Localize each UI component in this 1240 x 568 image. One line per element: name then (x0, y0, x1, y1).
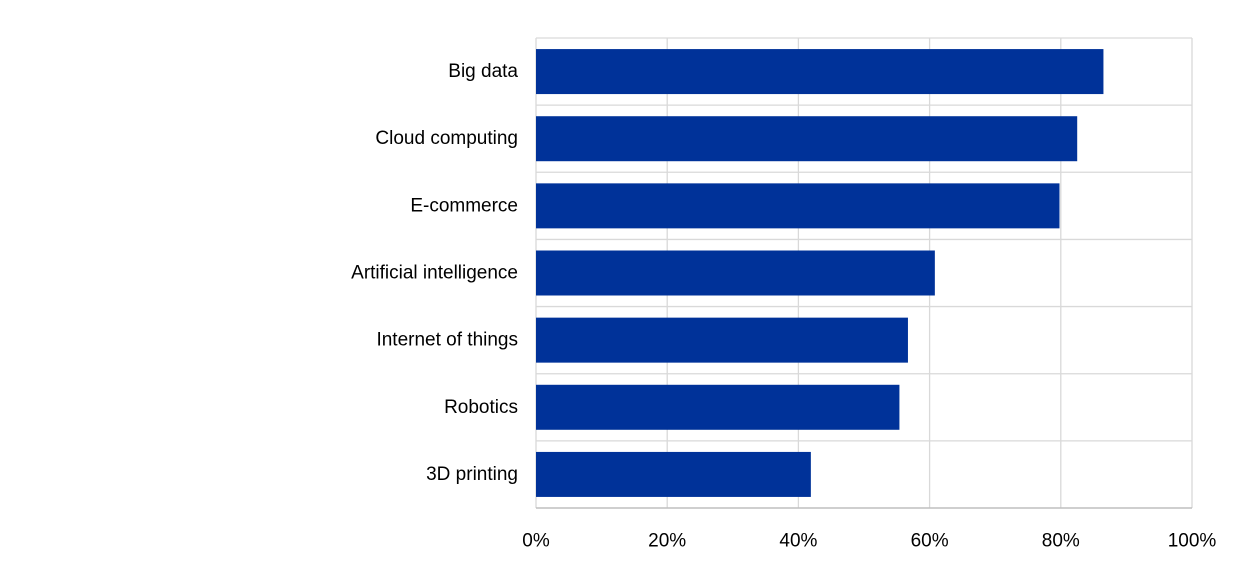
bar-big-data (536, 49, 1104, 95)
bar-robotics (536, 384, 900, 430)
category-label: E-commerce (410, 195, 518, 216)
x-tick-label: 40% (779, 531, 817, 552)
x-tick-label: 20% (648, 531, 686, 552)
category-label: Cloud computing (375, 128, 518, 149)
category-label: Big data (448, 61, 518, 82)
x-tick-label: 60% (911, 531, 949, 552)
category-label: Artificial intelligence (351, 263, 518, 284)
category-label: Internet of things (376, 330, 518, 351)
x-tick-label: 0% (522, 531, 550, 552)
x-tick-labels: 0% 20% 40% 60% 80% 100% (522, 531, 1216, 552)
bar-internet-of-things (536, 317, 908, 363)
x-tick-label: 100% (1168, 531, 1217, 552)
bar-artificial-intelligence (536, 250, 935, 296)
category-labels: Big data Cloud computing E-commerce Artific… (351, 61, 518, 485)
category-label: Robotics (444, 397, 518, 418)
bar-3d-printing (536, 451, 811, 497)
bar-cloud-computing (536, 116, 1078, 162)
x-tick-label: 80% (1042, 531, 1080, 552)
bar-layer (536, 49, 1104, 497)
category-label: 3D printing (426, 464, 518, 485)
bar-e-commerce (536, 183, 1060, 229)
